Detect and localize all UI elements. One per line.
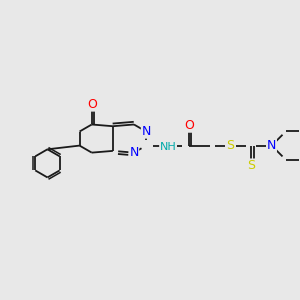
Text: O: O xyxy=(87,98,97,111)
Text: NH: NH xyxy=(160,142,176,152)
Text: N: N xyxy=(267,139,276,152)
Text: S: S xyxy=(247,159,255,172)
Text: N: N xyxy=(129,146,139,159)
Text: O: O xyxy=(184,119,194,132)
Text: N: N xyxy=(142,125,151,138)
Text: S: S xyxy=(226,139,234,152)
